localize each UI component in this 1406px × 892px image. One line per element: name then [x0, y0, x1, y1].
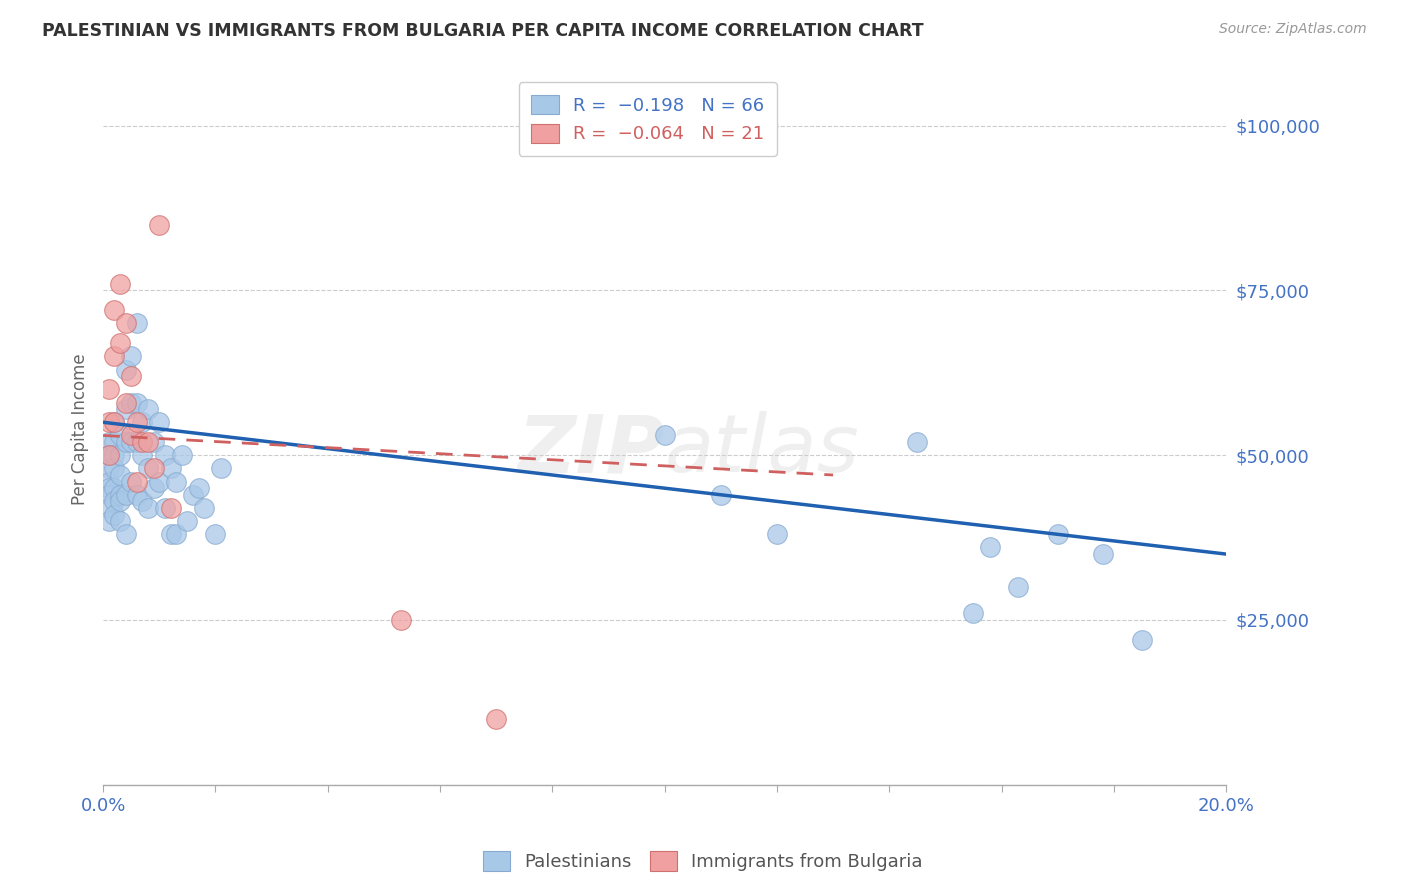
Point: [103, 448, 125, 462]
Point: [125, 435, 148, 450]
Point: [170, 448, 193, 462]
Point: [142, 435, 165, 450]
Point: [97, 488, 120, 502]
Point: [108, 277, 131, 291]
Point: [120, 369, 142, 384]
Point: [176, 514, 198, 528]
Text: atlas: atlas: [665, 411, 859, 489]
Point: [125, 415, 148, 429]
Point: [136, 402, 159, 417]
Point: [97, 415, 120, 429]
Point: [97, 475, 120, 489]
Point: [148, 218, 170, 232]
Point: [103, 508, 125, 522]
Point: [108, 336, 131, 351]
Point: [159, 500, 181, 515]
Point: [979, 541, 1001, 555]
Point: [108, 494, 131, 508]
Legend: Palestinians, Immigrants from Bulgaria: Palestinians, Immigrants from Bulgaria: [475, 844, 931, 879]
Legend: R =  −0.198   N = 66, R =  −0.064   N = 21: R = −0.198 N = 66, R = −0.064 N = 21: [519, 82, 776, 156]
Point: [125, 488, 148, 502]
Point: [114, 317, 136, 331]
Y-axis label: Per Capita Income: Per Capita Income: [72, 353, 89, 505]
Point: [125, 475, 148, 489]
Point: [131, 448, 153, 462]
Point: [97, 481, 120, 495]
Point: [97, 435, 120, 450]
Point: [97, 448, 120, 462]
Point: [97, 461, 120, 475]
Point: [97, 448, 120, 462]
Point: [103, 494, 125, 508]
Point: [1046, 527, 1069, 541]
Point: [131, 435, 153, 450]
Point: [1130, 632, 1153, 647]
Point: [103, 461, 125, 475]
Point: [485, 712, 508, 726]
Point: [114, 402, 136, 417]
Point: [148, 475, 170, 489]
Point: [209, 461, 232, 475]
Point: [153, 500, 176, 515]
Point: [120, 350, 142, 364]
Point: [108, 448, 131, 462]
Point: [148, 415, 170, 429]
Point: [103, 350, 125, 364]
Point: [120, 435, 142, 450]
Point: [962, 607, 984, 621]
Point: [1091, 547, 1114, 561]
Point: [142, 461, 165, 475]
Point: [136, 500, 159, 515]
Point: [153, 448, 176, 462]
Point: [103, 481, 125, 495]
Point: [187, 481, 209, 495]
Point: [142, 481, 165, 495]
Point: [159, 461, 181, 475]
Point: [766, 527, 789, 541]
Point: [108, 514, 131, 528]
Point: [131, 494, 153, 508]
Point: [114, 435, 136, 450]
Point: [114, 488, 136, 502]
Point: [389, 613, 412, 627]
Point: [103, 435, 125, 450]
Point: [108, 488, 131, 502]
Point: [103, 415, 125, 429]
Point: [120, 475, 142, 489]
Point: [114, 362, 136, 376]
Point: [181, 488, 204, 502]
Point: [97, 382, 120, 396]
Point: [103, 415, 125, 429]
Point: [114, 527, 136, 541]
Point: [204, 527, 226, 541]
Point: [193, 500, 215, 515]
Point: [131, 415, 153, 429]
Point: [97, 514, 120, 528]
Point: [165, 527, 187, 541]
Point: [114, 395, 136, 409]
Point: [654, 428, 676, 442]
Point: [710, 488, 733, 502]
Point: [905, 435, 928, 450]
Point: [159, 527, 181, 541]
Text: Source: ZipAtlas.com: Source: ZipAtlas.com: [1219, 22, 1367, 37]
Point: [136, 461, 159, 475]
Point: [120, 428, 142, 442]
Text: ZIP: ZIP: [517, 411, 665, 489]
Point: [97, 500, 120, 515]
Point: [125, 395, 148, 409]
Point: [136, 435, 159, 450]
Text: PALESTINIAN VS IMMIGRANTS FROM BULGARIA PER CAPITA INCOME CORRELATION CHART: PALESTINIAN VS IMMIGRANTS FROM BULGARIA …: [42, 22, 924, 40]
Point: [1007, 580, 1029, 594]
Point: [125, 317, 148, 331]
Point: [165, 475, 187, 489]
Point: [120, 395, 142, 409]
Point: [108, 428, 131, 442]
Point: [108, 468, 131, 483]
Point: [103, 303, 125, 318]
